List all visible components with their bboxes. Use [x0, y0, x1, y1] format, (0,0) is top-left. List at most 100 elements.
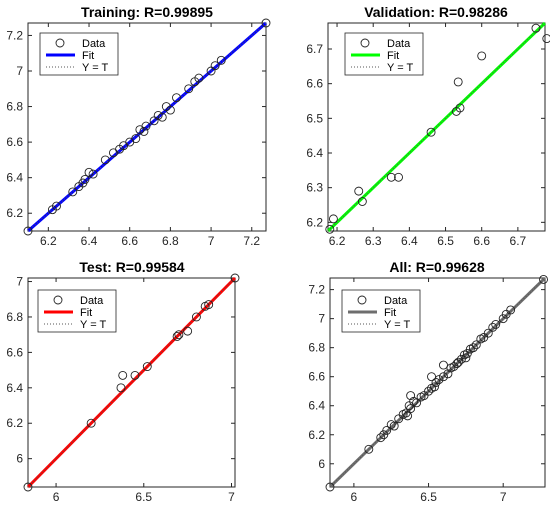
y-tick-label: 6.3	[306, 181, 323, 195]
data-point	[216, 55, 226, 65]
legend-data-marker	[53, 295, 63, 305]
data-point	[424, 386, 433, 396]
data-point	[443, 369, 453, 379]
data-point	[539, 275, 548, 284]
y-tick-label: 6	[318, 457, 325, 471]
x-tick-label: 7	[500, 490, 507, 504]
data-point	[389, 421, 399, 431]
identity-line	[27, 277, 236, 488]
chart-title: Test: R=0.99584	[79, 259, 184, 275]
legend-label: Data	[387, 38, 411, 50]
x-tick-label: 6.2	[40, 234, 57, 248]
data-point	[142, 362, 152, 372]
data-point	[488, 322, 498, 332]
data-point	[531, 23, 541, 33]
data-point	[406, 391, 416, 401]
data-point	[431, 378, 441, 387]
data-point	[23, 226, 33, 236]
identity-line	[327, 22, 546, 232]
legend-data-marker	[55, 38, 65, 48]
data-point	[183, 326, 193, 336]
data-point	[453, 77, 463, 87]
data-point	[88, 169, 98, 179]
x-tick-label: 7	[208, 234, 215, 248]
data-point	[131, 134, 141, 144]
y-tick-label: 6	[16, 452, 23, 466]
plot-panel-1: 6.2 6.4 6.6 6.8 7 7.2 6.2 6.4 6.6 6.8 7 7.2 Training…	[6, 4, 271, 248]
x-tick-label: 6.5	[437, 234, 454, 248]
data-point	[141, 121, 151, 131]
data-point	[191, 312, 201, 322]
data-point	[491, 319, 501, 329]
data-point	[382, 425, 392, 435]
y-tick-label: 7	[16, 275, 23, 289]
plot-panel-4: 6 6.5 7 6 6.2 6.4 6.6 6.8 7 7.2 All: R=0.99628 Data…	[308, 259, 548, 504]
fit-line	[27, 21, 267, 233]
y-tick-label: 6.2	[306, 215, 323, 229]
data-point	[542, 34, 550, 44]
x-tick-label: 6.6	[121, 234, 138, 248]
data-point	[434, 375, 444, 385]
y-tick-label: 6.6	[6, 345, 23, 359]
y-tick-label: 7	[16, 64, 23, 78]
data-point	[165, 105, 175, 115]
x-tick-label: 6.8	[162, 234, 179, 248]
data-point	[68, 187, 78, 197]
y-tick-label: 6.8	[308, 341, 325, 355]
data-point	[498, 314, 508, 324]
data-point	[153, 110, 163, 120]
chart-title: Training: R=0.99895	[81, 4, 213, 20]
x-tick-label: 6.3	[365, 234, 382, 248]
data-point	[194, 73, 204, 83]
data-point	[328, 214, 338, 224]
data-point	[184, 84, 194, 94]
data-point	[80, 174, 90, 184]
data-point	[364, 444, 374, 454]
data-point	[172, 331, 182, 341]
x-tick-label: 6.2	[329, 234, 346, 248]
data-point	[325, 482, 335, 492]
x-tick-label: 6.4	[401, 234, 418, 248]
y-tick-label: 6.4	[306, 146, 323, 160]
legend-data-marker	[360, 38, 370, 48]
y-tick-label: 6.6	[308, 370, 325, 384]
data-point	[461, 353, 471, 363]
data-point	[394, 172, 403, 182]
data-point	[84, 167, 94, 177]
legend-label: Data	[82, 38, 106, 50]
x-tick-label: 6.4	[81, 234, 98, 248]
y-tick-label: 6.2	[6, 416, 23, 430]
data-point	[468, 343, 478, 353]
identity-line	[329, 277, 546, 488]
x-tick-label: 6	[53, 490, 60, 504]
data-point	[118, 370, 128, 380]
plot-panel-3: 6 6.5 7 6 6.2 6.4 6.6 6.8 7 Test: R=0.99584 DataFi…	[6, 259, 240, 504]
data-point	[174, 330, 184, 340]
data-point	[354, 186, 364, 196]
data-point	[506, 305, 516, 315]
data-point	[453, 357, 463, 367]
x-tick-label: 6.5	[420, 490, 437, 504]
legend-label: Y = T	[80, 319, 106, 331]
legend-label: Y = T	[384, 319, 410, 331]
x-tick-label: 7	[228, 490, 235, 504]
data-point	[462, 349, 472, 358]
data-point	[379, 430, 389, 440]
y-tick-label: 6.5	[306, 111, 323, 125]
legend-label: Fit	[387, 50, 399, 62]
chart-title: Validation: R=0.98286	[364, 4, 508, 20]
legend-label: Data	[80, 295, 104, 307]
y-tick-label: 6.8	[6, 100, 23, 114]
y-tick-label: 6.4	[6, 381, 23, 395]
x-tick-label: 6.5	[135, 490, 152, 504]
y-tick-label: 6.4	[6, 171, 23, 185]
data-point	[471, 340, 481, 350]
data-point	[116, 383, 126, 393]
chart-title: All: R=0.99628	[389, 259, 485, 275]
data-point	[430, 382, 439, 392]
y-tick-label: 7.2	[308, 283, 325, 297]
